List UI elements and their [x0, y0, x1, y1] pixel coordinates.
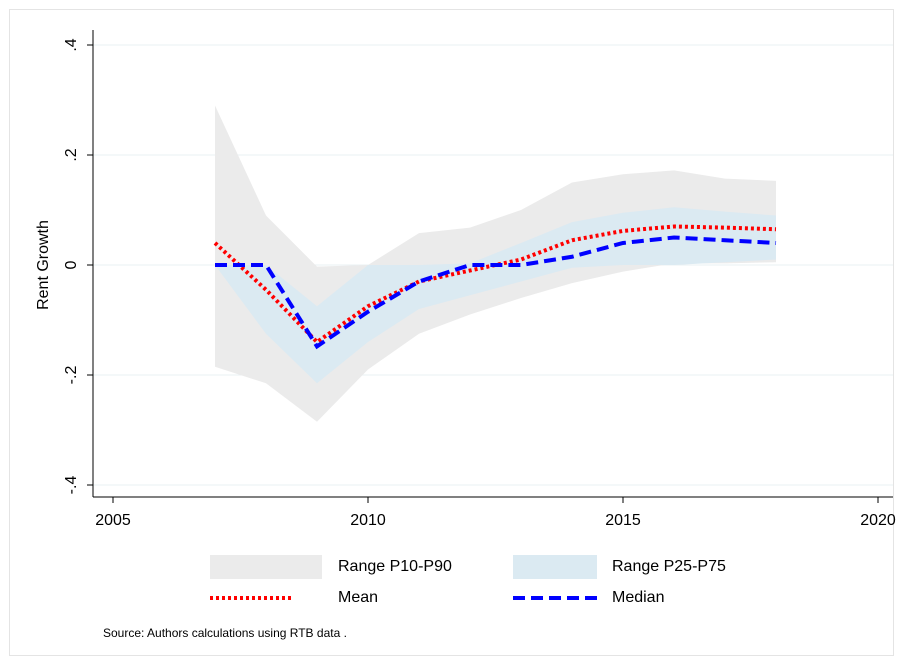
y-tick-label: .2 [63, 148, 80, 161]
x-tick-label: 2005 [95, 512, 131, 529]
line [215, 235, 777, 350]
legend-label: Range P10-P90 [338, 558, 452, 575]
note: Source: Authors calculations using RTB d… [103, 626, 347, 640]
x-tick-label: 2020 [860, 512, 896, 529]
x-tick-label: 2015 [605, 512, 641, 529]
legend-label: Mean [338, 589, 378, 606]
y-tick-label: -.4 [63, 476, 80, 495]
y-tick-label: 0 [63, 260, 80, 269]
x-tick-label: 2010 [350, 512, 386, 529]
y-axis-title: Rent Growth [35, 220, 52, 310]
y-tick-label: -.2 [63, 366, 80, 385]
y-tick-label: .4 [63, 38, 80, 51]
legend-swatch [210, 555, 322, 579]
legend-swatch [513, 555, 597, 579]
frame [9, 9, 894, 656]
legend-label: Range P25-P75 [612, 558, 726, 575]
band [215, 207, 776, 384]
legend-label: Median [612, 589, 664, 606]
